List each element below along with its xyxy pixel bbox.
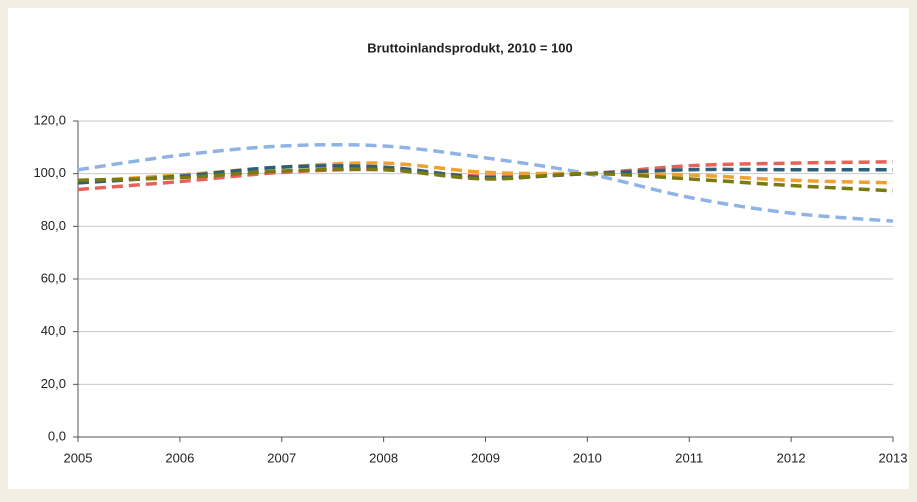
x-tick-label: 2010 [573,450,602,465]
y-tick-label: 40,0 [41,323,66,338]
x-tick-label: 2012 [777,450,806,465]
x-tick-label: 2009 [471,450,500,465]
chart-area [8,8,909,489]
x-tick-label: 2011 [675,450,703,465]
y-tick-label: 0,0 [48,428,66,443]
x-tick-label: 2007 [267,450,296,465]
x-tick-label: 2005 [64,450,93,465]
y-tick-label: 60,0 [41,270,66,285]
chart-title: Bruttoinlandsprodukt, 2010 = 100 [367,40,573,55]
series-line [77,167,894,193]
y-tick-label: 100,0 [33,165,66,180]
series-line [77,161,894,185]
y-tick-label: 120,0 [33,112,66,127]
series-line [77,142,894,223]
x-tick-label: 2006 [165,450,194,465]
x-tick-label: 2008 [369,450,398,465]
y-tick-label: 20,0 [41,376,66,391]
x-tick-label: 2013 [879,450,908,465]
y-tick-label: 80,0 [41,218,66,233]
